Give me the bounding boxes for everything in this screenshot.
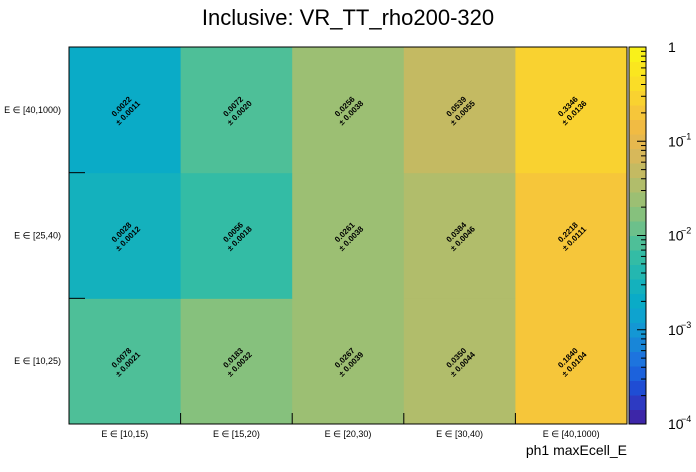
x-tick-label: E ∈ [40,1000) (543, 429, 600, 439)
colorbar-tick-base: 10 (668, 322, 684, 338)
heatmap-cell (69, 47, 182, 174)
colorbar-swatch (629, 119, 646, 135)
x-tick-label: E ∈ [15,20) (213, 429, 260, 439)
colorbar-swatch (629, 279, 646, 294)
plot-frame (68, 46, 628, 425)
x-tick-label: E ∈ [10,15) (101, 429, 148, 439)
chart-title: Inclusive: VR_TT_rho200-320 (202, 5, 494, 30)
colorbar-swatch (629, 264, 646, 280)
heatmap-cell (180, 172, 293, 299)
colorbar-swatch (629, 206, 646, 222)
colorbar-swatch (629, 409, 646, 425)
heatmap-cell (515, 298, 628, 425)
colorbar-swatch (629, 90, 646, 106)
colorbar-tick-exponent: −3 (681, 320, 691, 330)
colorbar-swatch (629, 61, 646, 77)
colorbar-swatch (629, 163, 646, 178)
heatmap-cell (180, 47, 293, 174)
y-axis-ticks: E ∈ [10,25) E ∈ [25,40) E ∈ [40,1000) (4, 105, 85, 366)
colorbar-swatch (629, 250, 646, 265)
colorbar-tick-base: 10 (668, 228, 684, 244)
colorbar-swatch (629, 192, 646, 207)
colorbar-labels: 110−110−210−310−4 (668, 39, 691, 432)
colorbar-tick-exponent: −2 (681, 226, 691, 236)
x-tick-label: E ∈ [20,30) (325, 429, 372, 439)
colorbar-tick-label: 10−2 (668, 226, 691, 244)
colorbar-tick-base: 10 (668, 416, 684, 432)
colorbar-tick-base: 10 (668, 133, 684, 149)
heatmap-cell (69, 172, 182, 299)
colorbar-swatch (629, 148, 646, 164)
colorbar-swatch (629, 380, 646, 396)
heatmap-cell (292, 298, 405, 425)
colorbar-swatch (629, 351, 646, 367)
colorbar-tick-label: 10−1 (668, 131, 691, 149)
colorbar-swatch (629, 177, 646, 193)
y-tick-label: E ∈ [40,1000) (4, 105, 61, 115)
colorbar-swatch (629, 293, 646, 309)
heatmap-cell (515, 172, 628, 299)
colorbar-swatch (629, 337, 646, 352)
x-axis-title: ph1 maxEcell_E (526, 442, 627, 458)
x-tick-label: E ∈ [30,40) (436, 429, 483, 439)
heatmap-cells (69, 47, 628, 425)
colorbar-tick-label: 1 (668, 39, 676, 55)
colorbar-swatch (629, 366, 646, 381)
y-tick-label: E ∈ [25,40) (14, 231, 61, 241)
colorbar-tick-exponent: −4 (681, 414, 691, 424)
heatmap-cell (403, 47, 516, 174)
colorbar-swatch (629, 235, 646, 251)
x-axis-ticks: E ∈ [10,15) E ∈ [15,20) E ∈ [20,30) E ∈ [30… (101, 413, 600, 439)
colorbar-swatch (629, 308, 646, 323)
colorbar-swatch (629, 47, 646, 62)
colorbar-tick-exponent: −1 (681, 131, 691, 141)
colorbar-tick-label: 10−3 (668, 320, 691, 338)
heatmap-cell (180, 298, 293, 425)
colorbar (628, 46, 647, 425)
colorbar-tick-base: 1 (668, 39, 676, 55)
y-tick-label: E ∈ [10,25) (14, 356, 61, 366)
heatmap-cell (292, 172, 405, 299)
heatmap-cell (403, 172, 516, 299)
heatmap-cell (69, 298, 182, 425)
heatmap-cell (515, 47, 628, 174)
colorbar-tick-label: 10−4 (668, 414, 691, 432)
colorbar-swatch (629, 221, 646, 236)
colorbar-swatch (629, 105, 646, 120)
colorbar-swatch (629, 76, 646, 91)
colorbar-swatch (629, 395, 646, 410)
heatmap-cell (403, 298, 516, 425)
heatmap-cell (292, 47, 405, 174)
